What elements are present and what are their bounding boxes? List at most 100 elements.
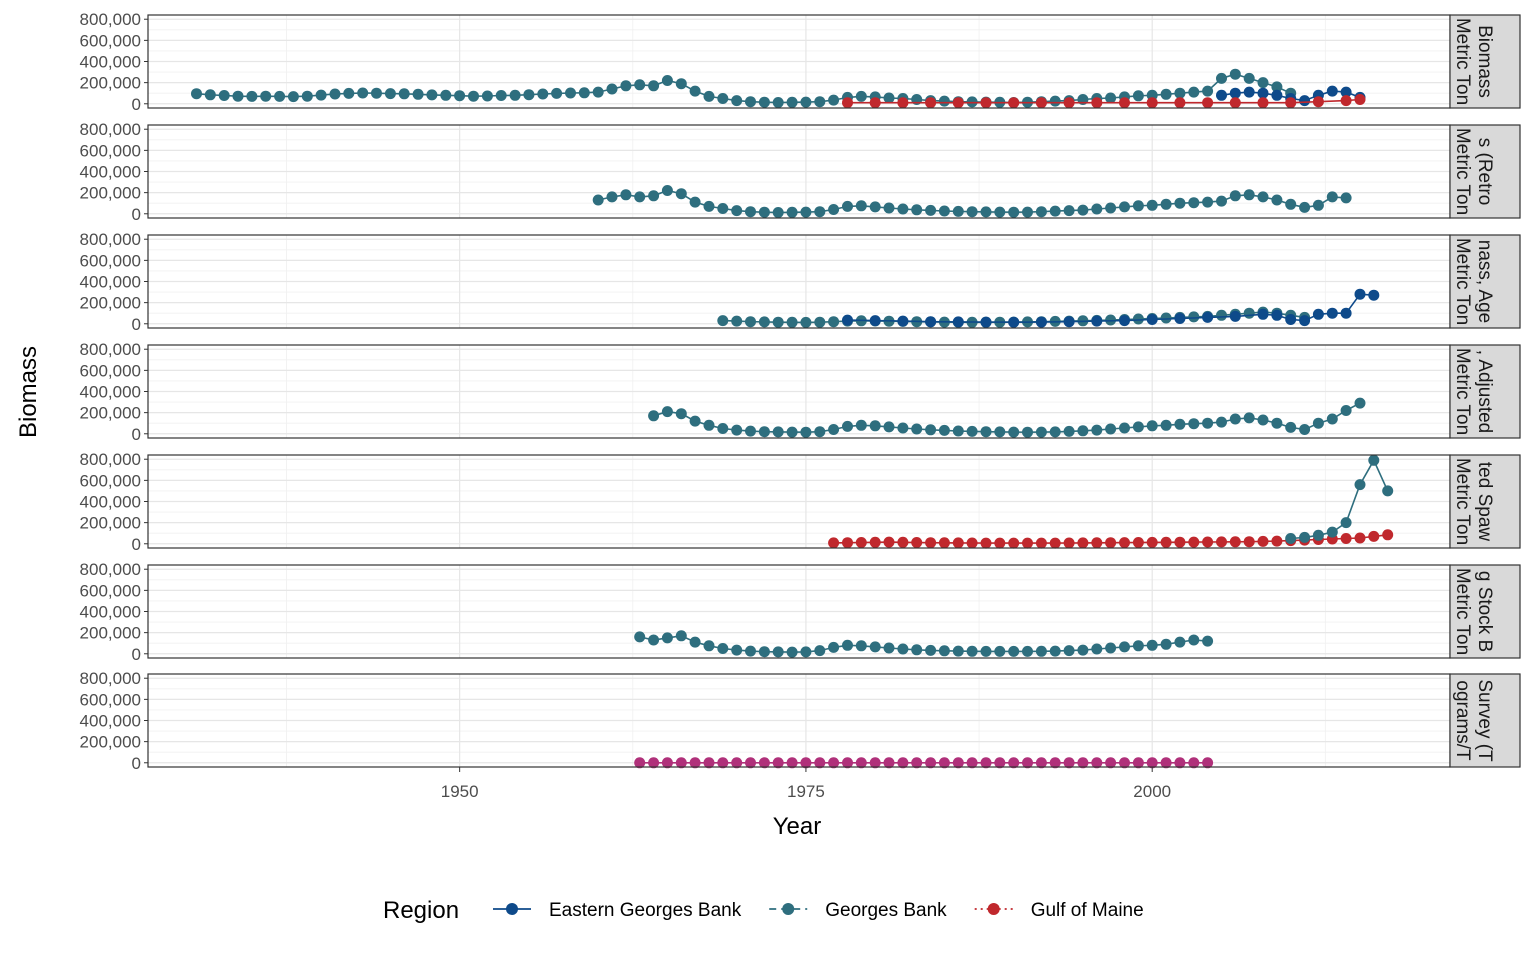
data-point: [1174, 757, 1186, 769]
data-point: [1368, 454, 1380, 466]
data-point: [495, 90, 507, 101]
data-point: [440, 89, 452, 101]
strip-label: Metric Ton: [1452, 18, 1473, 105]
data-point: [1091, 643, 1103, 655]
y-tick-label: 200,000: [80, 294, 141, 313]
data-point: [828, 316, 840, 328]
series-eastern-georges-bank: [842, 288, 1380, 328]
y-tick-label: 200,000: [80, 733, 141, 752]
data-point: [883, 421, 895, 433]
data-point: [952, 316, 964, 328]
data-point: [468, 90, 479, 102]
data-point: [1160, 757, 1172, 769]
series-georges-bank: [648, 397, 1366, 438]
data-point: [661, 185, 673, 196]
data-point: [814, 645, 826, 657]
legend-label: Eastern Georges Bank: [549, 900, 742, 921]
strip-label: g Stock B: [1474, 571, 1495, 652]
data-point: [938, 95, 950, 107]
x-tick-label: 1950: [441, 782, 479, 801]
data-point: [966, 537, 978, 549]
y-tick-label: 400,000: [80, 493, 141, 512]
y-tick-label: 400,000: [80, 53, 141, 72]
data-point: [1271, 535, 1283, 547]
data-point: [620, 80, 632, 92]
data-point: [1160, 312, 1172, 324]
data-point: [828, 641, 840, 653]
data-point: [1257, 77, 1269, 89]
data-point: [966, 757, 978, 769]
data-point: [1257, 535, 1269, 547]
legend-key-point: [782, 903, 795, 915]
data-point: [661, 757, 673, 769]
data-point: [758, 316, 770, 328]
y-tick-label: 200,000: [80, 184, 141, 203]
data-point: [842, 97, 853, 109]
data-point: [952, 645, 964, 657]
series-georges-bank: [592, 185, 1352, 218]
y-tick-label: 800,000: [80, 230, 141, 249]
legend-entry-eastern-georges-bank: Eastern Georges Bank: [493, 900, 742, 921]
y-tick-label: 600,000: [80, 141, 141, 160]
data-point: [800, 206, 812, 218]
data-point: [1146, 199, 1158, 211]
data-point: [842, 757, 853, 769]
data-point: [1077, 204, 1089, 216]
data-point: [925, 757, 937, 769]
y-tick-label: 0: [132, 645, 141, 664]
series-georges-bank: [1285, 454, 1394, 544]
data-point: [786, 206, 798, 218]
data-point: [1132, 757, 1144, 769]
data-point: [911, 644, 923, 656]
data-point: [1243, 86, 1255, 98]
data-point: [1035, 757, 1047, 769]
data-point: [565, 87, 576, 99]
data-point: [966, 206, 978, 218]
data-point: [994, 757, 1006, 769]
data-point: [1022, 537, 1033, 549]
data-point: [648, 757, 660, 769]
data-point: [606, 191, 618, 203]
data-point: [675, 408, 687, 420]
data-point: [758, 426, 770, 438]
legend-label: Georges Bank: [825, 900, 947, 921]
data-point: [772, 207, 784, 218]
data-point: [938, 205, 950, 217]
data-point: [481, 90, 493, 102]
data-point: [648, 80, 660, 92]
data-point: [1146, 420, 1158, 432]
data-point: [828, 94, 840, 106]
data-point: [1202, 311, 1214, 323]
data-point: [343, 87, 355, 99]
data-point: [938, 645, 950, 657]
x-tick-label: 1975: [787, 782, 825, 801]
y-tick-label: 0: [132, 754, 141, 773]
strip-label: Metric Ton: [1452, 128, 1473, 215]
legend-key-point: [987, 903, 1000, 915]
y-tick-label: 800,000: [80, 340, 141, 359]
data-point: [634, 757, 646, 769]
y-tick-label: 800,000: [80, 669, 141, 688]
data-point: [1022, 757, 1033, 769]
data-point: [703, 200, 715, 212]
data-point: [1160, 198, 1172, 210]
data-point: [1340, 533, 1352, 544]
data-point: [689, 757, 701, 769]
data-point: [412, 88, 424, 100]
data-point: [1119, 201, 1130, 213]
data-point: [842, 537, 853, 549]
data-point: [1146, 757, 1158, 769]
data-point: [191, 88, 202, 100]
data-point: [800, 646, 812, 658]
data-point: [1174, 313, 1186, 324]
data-point: [551, 87, 563, 99]
data-point: [1008, 97, 1020, 109]
data-point: [1202, 635, 1214, 647]
data-point: [745, 757, 756, 769]
data-point: [731, 424, 743, 436]
data-point: [855, 640, 867, 652]
data-point: [745, 645, 756, 657]
data-point: [1146, 639, 1158, 651]
